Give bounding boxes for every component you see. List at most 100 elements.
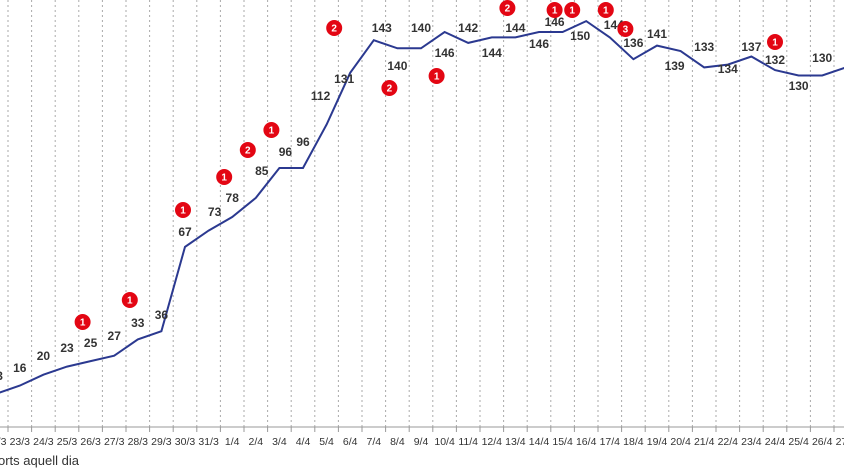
data-label: 146 (545, 15, 565, 29)
death-marker-circle (546, 2, 563, 18)
x-tick-label: 13/4 (505, 436, 526, 448)
data-label: 132 (765, 53, 785, 67)
death-marker: 1 (216, 169, 233, 185)
death-count: 2 (245, 146, 251, 157)
death-count: 1 (603, 6, 609, 17)
death-marker: 1 (546, 2, 563, 18)
data-label: 85 (255, 164, 269, 178)
x-tick-label: 14/4 (529, 436, 550, 448)
series-line (0, 19, 844, 394)
data-label: 140 (387, 59, 407, 73)
death-marker-circle (767, 34, 783, 50)
data-label: 96 (296, 135, 310, 149)
data-label: 78 (226, 191, 240, 205)
death-marker: 1 (121, 292, 138, 308)
x-tick-label: 29/3 (151, 436, 172, 448)
death-marker: 2 (499, 0, 516, 16)
data-label: 13 (0, 369, 3, 383)
x-tick-label: 18/4 (623, 436, 644, 448)
data-label: 144 (482, 46, 502, 60)
death-marker: 1 (564, 2, 581, 18)
death-marker-circle (381, 80, 398, 96)
data-label: 150 (570, 29, 590, 43)
x-tick-label: 25/3 (57, 436, 78, 448)
death-marker: 1 (175, 202, 191, 218)
data-label: 27 (108, 329, 122, 343)
data-label: 144 (505, 21, 525, 35)
death-count: 2 (331, 24, 337, 35)
death-marker: 1 (597, 2, 614, 18)
death-count: 1 (180, 206, 186, 217)
x-tick-label: 27/3 (104, 436, 125, 448)
death-marker-circle (564, 2, 581, 18)
death-marker-circle (175, 202, 191, 218)
x-tick-label: 6/4 (343, 436, 358, 448)
x-tick-label: 25/4 (788, 436, 809, 448)
x-tick-label: 11/4 (458, 436, 478, 448)
x-tick-label: 10/4 (434, 436, 455, 448)
death-count: 1 (221, 173, 227, 184)
x-tick-label: 16/4 (576, 436, 597, 448)
x-axis-ticks (7, 427, 835, 432)
death-marker: 2 (381, 80, 398, 96)
death-count: 1 (434, 72, 440, 83)
grid-lines (7, 0, 835, 427)
x-tick-label: 20/4 (670, 436, 691, 448)
data-label: 136 (623, 36, 643, 50)
death-marker: 1 (767, 34, 783, 50)
death-count: 1 (269, 126, 275, 137)
data-label: 139 (665, 59, 685, 73)
death-marker: 3 (617, 21, 634, 37)
death-marker-circle (428, 68, 445, 84)
death-marker-circle (216, 169, 233, 185)
data-label: 96 (279, 145, 293, 159)
x-tick-label: 3/4 (272, 436, 287, 448)
data-label: 146 (529, 37, 549, 51)
death-marker-circle (263, 122, 280, 138)
data-label: 73 (208, 205, 222, 219)
x-tick-label: 22/4 (718, 436, 739, 448)
data-label: 137 (741, 40, 761, 54)
death-count: 1 (552, 6, 558, 17)
x-tick-label: 23/3 (10, 436, 31, 448)
data-label: 143 (372, 21, 392, 35)
data-label: 33 (131, 316, 145, 330)
x-tick-label: 17/4 (600, 436, 621, 448)
data-label: 133 (694, 40, 714, 54)
x-tick-label: 21/4 (694, 436, 715, 448)
data-label: 36 (155, 308, 169, 322)
x-tick-label: 19/4 (647, 436, 668, 448)
x-tick-label: 26/3 (80, 436, 101, 448)
x-tick-label: 31/3 (198, 436, 219, 448)
death-marker: 1 (74, 314, 91, 330)
data-label: 23 (60, 341, 74, 355)
death-marker-circle (597, 2, 614, 18)
x-tick-label: 5/4 (319, 436, 334, 448)
death-count: 1 (80, 318, 86, 329)
death-count: 3 (623, 25, 629, 36)
death-count: 1 (569, 6, 575, 17)
data-label: 67 (178, 225, 192, 239)
x-tick-label: 24/3 (33, 436, 54, 448)
death-count: 2 (505, 4, 511, 15)
death-marker: 2 (239, 142, 256, 158)
data-label: 16 (13, 361, 27, 375)
death-count: 1 (127, 296, 133, 307)
data-labels: 1316202325273336677378859696112131143140… (0, 15, 833, 383)
data-label: 131 (334, 72, 354, 86)
death-marker-circle (326, 20, 343, 36)
x-tick-label: 4/4 (296, 436, 311, 448)
x-tick-labels: 22/323/324/325/326/327/328/329/330/331/3… (0, 436, 844, 448)
x-tick-label: 24/4 (765, 436, 786, 448)
x-tick-label: 9/4 (414, 436, 429, 448)
x-tick-label: 22/3 (0, 436, 7, 448)
death-count: 1 (772, 38, 778, 49)
data-label: 20 (37, 349, 51, 363)
x-tick-label: 12/4 (482, 436, 503, 448)
x-tick-label: 28/3 (128, 436, 149, 448)
x-tick-label: 23/4 (741, 436, 762, 448)
death-marker: 2 (326, 20, 343, 36)
legend-text: orts aquell dia (0, 453, 79, 468)
